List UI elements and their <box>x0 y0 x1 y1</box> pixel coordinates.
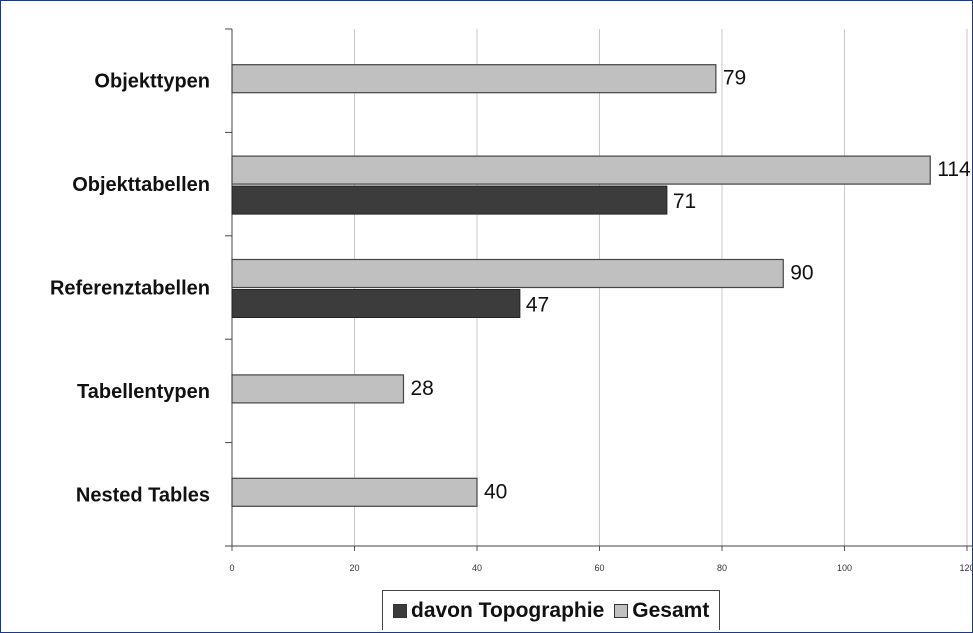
x-tick-label-40: 40 <box>472 563 482 573</box>
legend-item-gesamt: Gesamt <box>614 599 709 623</box>
x-tick-label-0: 0 <box>229 563 234 573</box>
data-label-gesamt-tabellentypen: 28 <box>411 377 434 400</box>
category-label-objekttabellen: Objekttabellen <box>72 174 210 196</box>
bar-gesamt-objekttabellen <box>231 155 931 185</box>
bar-gesamt-referenztabellen <box>231 258 784 289</box>
legend-label-topographie: davon Topographie <box>411 598 605 622</box>
category-label-referenztabellen: Referenztabellen <box>50 278 210 300</box>
data-label-gesamt-nested-tables: 40 <box>484 480 507 503</box>
bar-gesamt-objekttypen <box>231 64 717 94</box>
bar-topographie-objekttabellen <box>231 185 668 215</box>
data-label-gesamt-objekttabellen: 114 <box>937 158 971 181</box>
data-label-gesamt-referenztabellen: 90 <box>790 262 813 285</box>
x-tick-label-100: 100 <box>837 563 852 573</box>
x-tick-label-120: 120 <box>959 563 973 573</box>
data-label-topographie-objekttabellen: 71 <box>673 190 696 213</box>
data-label-gesamt-objekttypen: 79 <box>723 67 746 90</box>
category-label-tabellentypen: Tabellentypen <box>77 381 210 403</box>
data-label-topographie-referenztabellen: 47 <box>526 294 549 317</box>
category-label-objekttypen: Objekttypen <box>94 71 210 93</box>
bar-topographie-referenztabellen <box>231 289 521 318</box>
bar-gesamt-nested-tables <box>231 477 478 507</box>
x-tick-label-80: 80 <box>717 563 727 573</box>
bar-gesamt-tabellentypen <box>231 374 405 404</box>
legend-swatch-gesamt <box>614 603 629 618</box>
x-tick-label-60: 60 <box>594 563 604 573</box>
legend-label-gesamt: Gesamt <box>632 598 710 622</box>
x-tick-label-20: 20 <box>349 563 359 573</box>
category-label-nested-tables: Nested Tables <box>76 484 210 506</box>
legend: davon Topographie Gesamt <box>382 590 721 630</box>
legend-item-topographie: davon Topographie <box>393 599 604 623</box>
legend-swatch-topographie <box>393 603 407 618</box>
